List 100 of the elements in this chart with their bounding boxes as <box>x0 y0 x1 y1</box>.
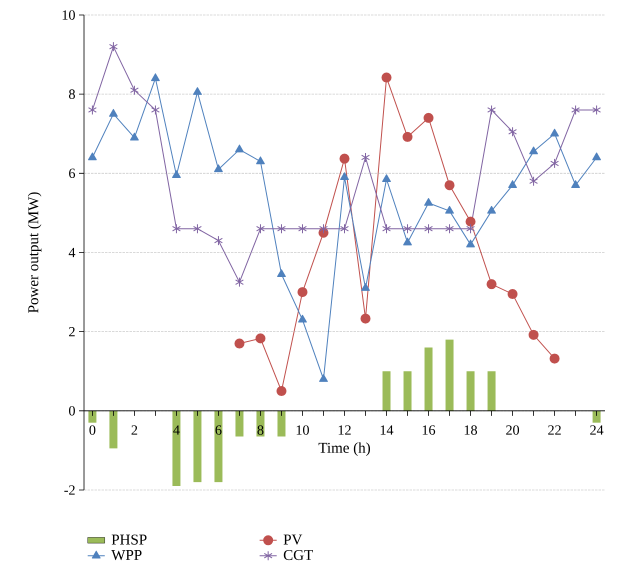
x-tick-label: 18 <box>464 425 478 435</box>
point <box>424 224 433 234</box>
bar <box>193 410 202 482</box>
point <box>340 154 350 164</box>
point <box>445 206 454 214</box>
point <box>529 146 538 154</box>
x-tick-label: 2 <box>132 425 138 435</box>
y-tick-label: -2 <box>64 485 75 495</box>
point <box>424 198 433 206</box>
point <box>151 73 160 82</box>
point <box>424 112 434 123</box>
point <box>361 283 370 291</box>
y-tick-label: 0 <box>69 406 75 416</box>
point <box>88 104 97 115</box>
bar <box>214 410 222 482</box>
point <box>508 126 517 137</box>
point <box>235 144 244 152</box>
x-tick-label: 8 <box>258 425 264 435</box>
point <box>319 224 328 234</box>
point <box>444 180 455 190</box>
point <box>445 224 454 234</box>
bar <box>488 371 496 411</box>
point <box>571 104 580 115</box>
point <box>382 224 391 234</box>
x-axis-title: Time (h) <box>318 442 370 456</box>
point <box>234 338 244 349</box>
point <box>109 42 118 52</box>
point <box>298 224 307 234</box>
point <box>486 279 497 290</box>
bar <box>424 347 433 411</box>
y-tick-label: 8 <box>69 89 75 99</box>
point <box>298 314 307 323</box>
point <box>214 236 223 246</box>
point <box>88 152 97 160</box>
point <box>277 224 286 234</box>
x-tick-label: 10 <box>296 425 309 435</box>
point <box>151 104 160 115</box>
x-tick-label: 22 <box>548 425 561 435</box>
bar <box>172 410 180 486</box>
x-tick-label: 0 <box>89 425 96 435</box>
point <box>235 277 244 288</box>
x-tick-label: 14 <box>380 425 394 435</box>
point <box>508 289 518 300</box>
point <box>550 158 559 168</box>
bar <box>382 371 391 411</box>
point <box>466 224 475 234</box>
legend-label: PHSP <box>112 534 147 545</box>
bar <box>88 410 96 423</box>
y-tick-label: 4 <box>68 248 76 258</box>
point <box>528 330 539 340</box>
point <box>297 287 308 298</box>
point <box>255 333 266 344</box>
point <box>487 104 496 115</box>
point <box>276 386 286 396</box>
point <box>130 85 139 96</box>
y-axis-title: Power output (MW) <box>28 192 42 313</box>
x-tick-label: 6 <box>216 425 222 435</box>
point <box>130 132 139 140</box>
point <box>361 152 370 162</box>
point <box>550 128 559 136</box>
bar <box>466 371 475 411</box>
bar <box>404 371 412 411</box>
point <box>402 132 413 142</box>
legend-label: PV <box>284 534 302 545</box>
point <box>109 108 118 117</box>
x-tick-label: 12 <box>338 425 351 435</box>
point <box>214 164 223 172</box>
point <box>172 170 181 178</box>
point <box>592 152 601 160</box>
point <box>172 224 181 234</box>
x-tick-label: 20 <box>506 425 520 435</box>
point <box>340 172 349 180</box>
point <box>529 176 538 186</box>
point <box>360 314 371 324</box>
y-tick-label: 6 <box>69 168 76 178</box>
y-tick-label: 2 <box>69 327 75 336</box>
point <box>571 180 580 188</box>
x-tick-label: 16 <box>422 425 436 435</box>
bar <box>446 340 454 411</box>
point <box>487 206 496 214</box>
bar <box>235 410 244 437</box>
point <box>340 224 349 234</box>
point <box>550 354 560 364</box>
bar <box>277 410 286 437</box>
point <box>466 216 476 227</box>
x-tick-label: 4 <box>173 425 180 435</box>
point <box>508 180 517 188</box>
point <box>256 156 265 164</box>
point <box>256 224 265 234</box>
point <box>403 224 412 234</box>
point <box>382 72 392 83</box>
bar <box>592 410 601 423</box>
point <box>319 374 328 382</box>
x-tick-label: 24 <box>590 425 604 435</box>
point <box>466 240 475 248</box>
point <box>403 238 412 246</box>
point <box>592 104 601 115</box>
point <box>193 224 202 234</box>
bar <box>109 410 118 448</box>
y-tick-label: 10 <box>62 10 75 20</box>
